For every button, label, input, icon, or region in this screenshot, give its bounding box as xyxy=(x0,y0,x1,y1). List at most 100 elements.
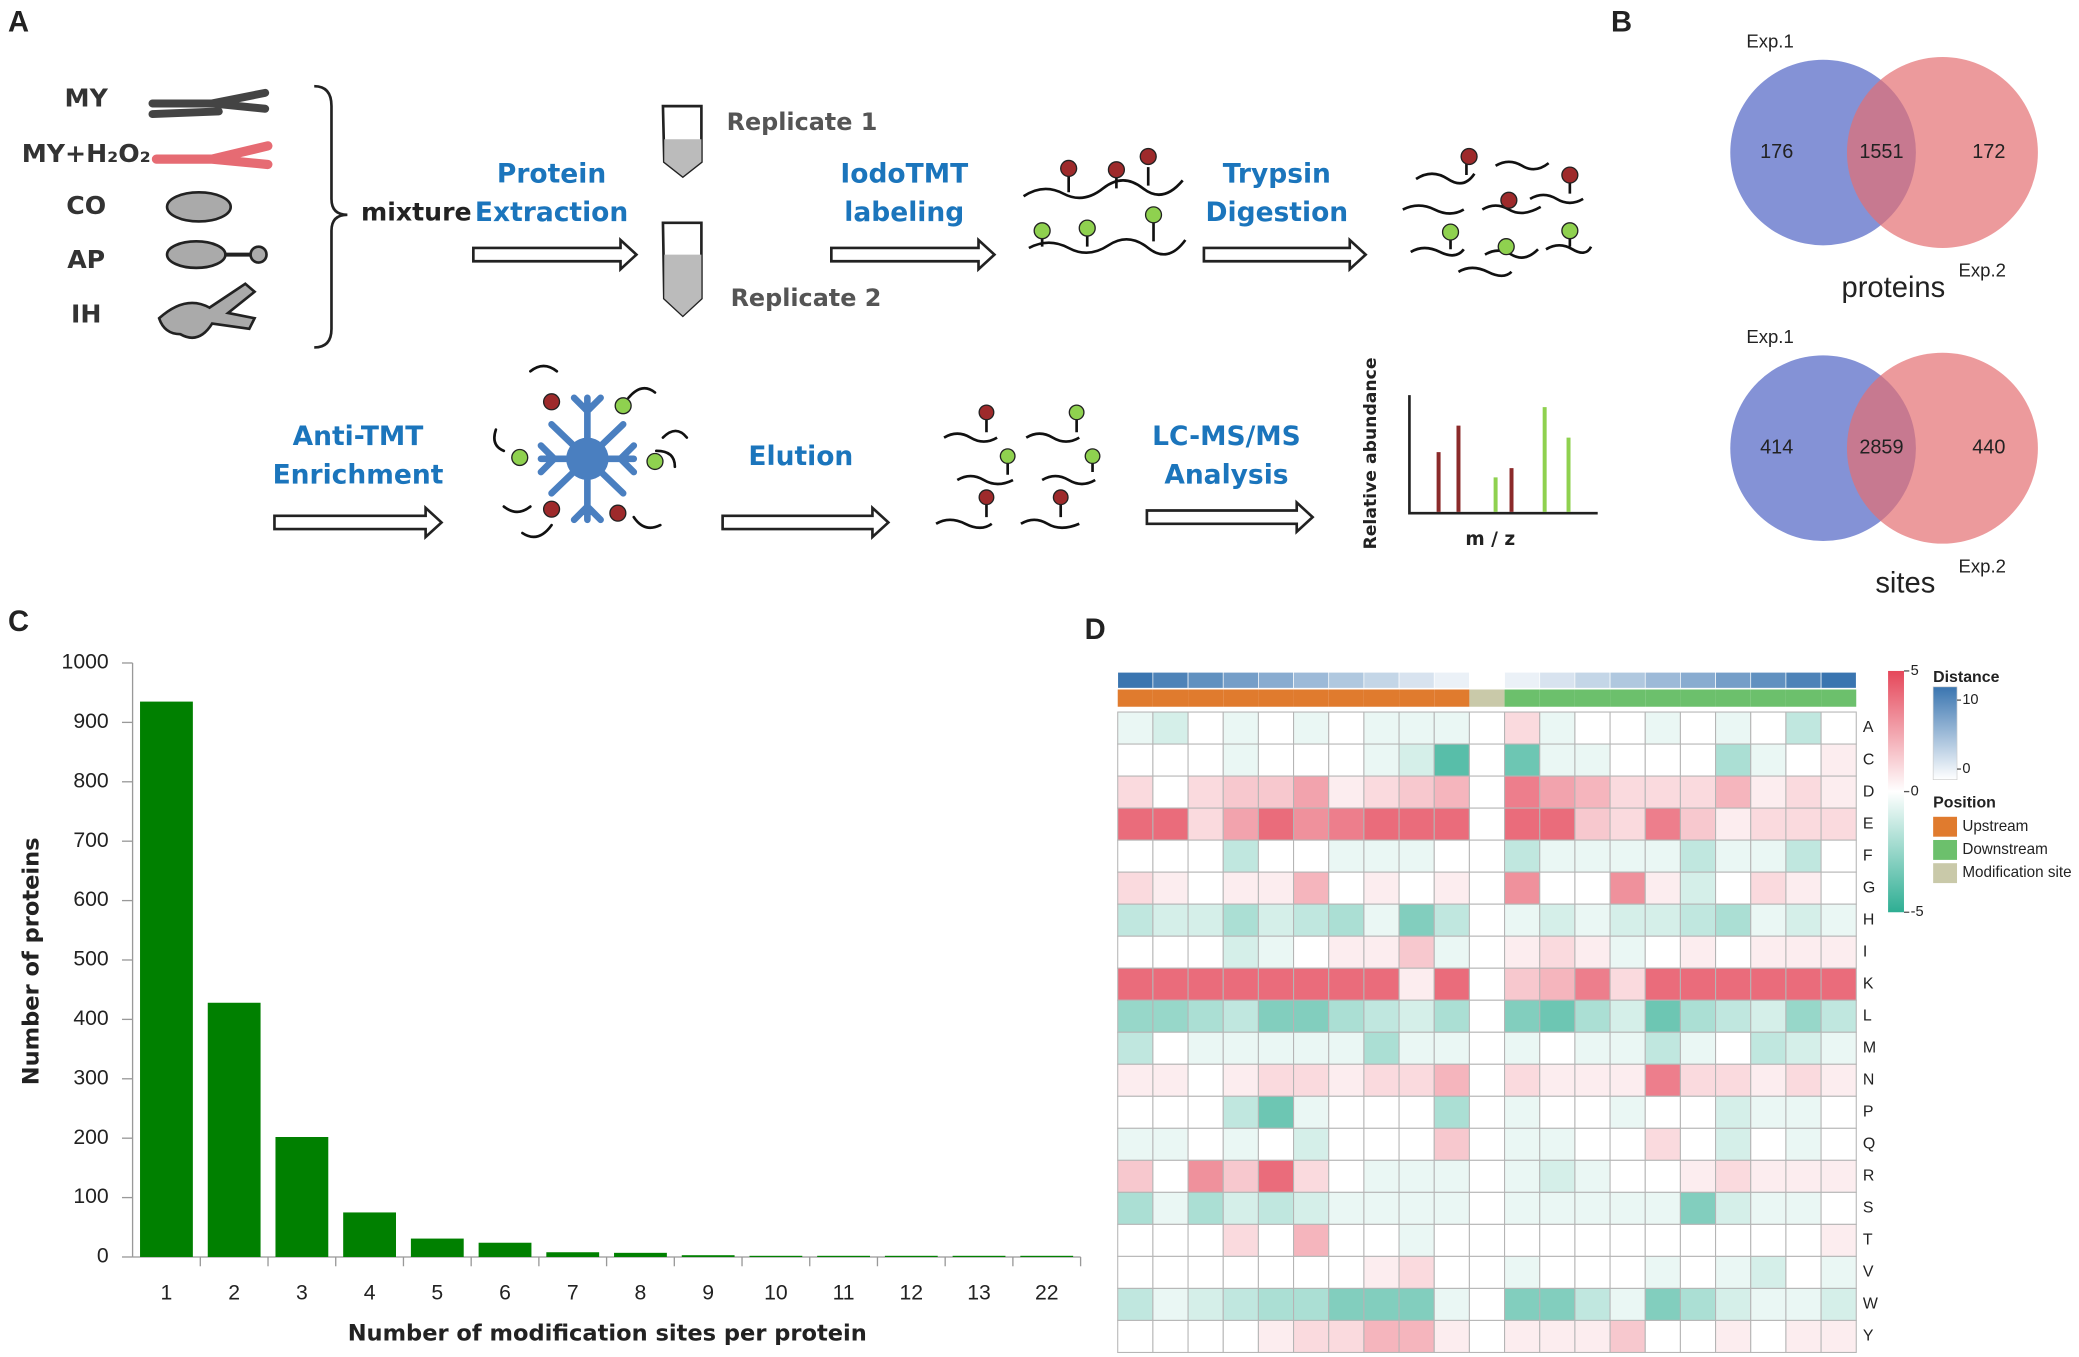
heatmap-cell xyxy=(1750,1191,1787,1225)
heatmap-cell xyxy=(1257,743,1295,777)
heatmap-cell xyxy=(1750,807,1787,841)
heatmap-cell xyxy=(1644,1063,1681,1097)
heatmap-cell xyxy=(1715,743,1752,777)
venn-set xyxy=(1846,352,2038,544)
heatmap-cell xyxy=(1152,967,1189,1001)
heatmap-cell xyxy=(1644,935,1681,969)
heatmap-cell xyxy=(1433,967,1470,1001)
heatmap-cell xyxy=(1293,1127,1330,1161)
venn-set-label: Exp.2 xyxy=(1958,260,2005,281)
heatmap-cell xyxy=(1152,871,1189,905)
heatmap-cell xyxy=(1820,871,1857,905)
heatmap-cell xyxy=(1328,807,1365,841)
heatmap-cell xyxy=(1785,935,1822,969)
heatmap-cell xyxy=(1609,999,1646,1033)
heatmap-cell xyxy=(1293,1287,1330,1321)
heatmap-cell xyxy=(1750,711,1787,745)
heatmap-cell xyxy=(1785,1159,1822,1193)
heatmap-cell xyxy=(1785,903,1822,937)
heatmap-cell xyxy=(1398,807,1435,841)
heatmap-cell xyxy=(1117,1031,1154,1065)
position-cell xyxy=(1188,689,1224,707)
heatmap-cell xyxy=(1644,1255,1681,1289)
x-tick-label: 4 xyxy=(364,1282,376,1305)
heatmap-cell xyxy=(1187,1127,1224,1161)
heatmap-cell xyxy=(1750,1127,1787,1161)
x-tick-label: 3 xyxy=(296,1282,308,1305)
step-label: Trypsin xyxy=(1223,159,1331,190)
heatmap-cell xyxy=(1187,839,1224,873)
venn-label: proteins xyxy=(1842,272,1946,304)
heatmap-cell xyxy=(1785,1319,1822,1353)
heatmap-cell xyxy=(1644,1319,1681,1353)
heatmap-cell xyxy=(1468,1031,1506,1065)
heatmap-cell xyxy=(1504,1031,1541,1065)
heatmap-cell xyxy=(1609,807,1646,841)
distance-legend xyxy=(1932,686,1958,780)
heatmap-cell xyxy=(1715,903,1752,937)
heatmap-cell xyxy=(1433,1191,1470,1225)
heatmap-cell xyxy=(1257,1159,1295,1193)
heatmap-cell xyxy=(1504,967,1541,1001)
y-tick-label: 500 xyxy=(73,948,108,971)
heatmap-cell xyxy=(1187,1159,1224,1193)
heatmap-cell xyxy=(1363,1223,1400,1257)
heatmap-cell xyxy=(1574,1191,1611,1225)
heatmap-cell xyxy=(1715,1063,1752,1097)
heatmap-cell xyxy=(1574,839,1611,873)
heatmap-cell xyxy=(1187,999,1224,1033)
heatmap-cell xyxy=(1644,839,1681,873)
position-cell xyxy=(1680,689,1716,707)
heatmap-cell xyxy=(1468,1127,1506,1161)
heatmap-cell xyxy=(1820,743,1857,777)
distance-cell xyxy=(1539,671,1576,689)
heatmap-cell xyxy=(1504,1223,1541,1257)
distance-cell xyxy=(1117,671,1154,689)
heatmap-cell xyxy=(1609,711,1646,745)
heatmap-cell xyxy=(1468,871,1506,905)
heatmap-cell xyxy=(1152,1127,1189,1161)
heatmap-cell xyxy=(1328,871,1365,905)
heatmap-cell xyxy=(1679,871,1717,905)
heatmap-cell xyxy=(1328,1255,1365,1289)
heatmap-cell xyxy=(1433,711,1470,745)
heatmap-cell xyxy=(1574,1287,1611,1321)
heatmap-cell xyxy=(1715,839,1752,873)
heatmap-cell xyxy=(1222,1287,1259,1321)
row-label: H xyxy=(1863,911,1874,928)
heatmap-cell xyxy=(1398,1063,1435,1097)
heatmap-cell xyxy=(1504,871,1541,905)
heatmap-cell xyxy=(1257,839,1295,873)
heatmap-cell xyxy=(1293,1063,1330,1097)
position-cell xyxy=(1223,689,1259,707)
heatmap-cell xyxy=(1679,999,1717,1033)
heatmap-cell xyxy=(1152,935,1189,969)
heatmap-cell xyxy=(1679,743,1717,777)
heatmap-cell xyxy=(1715,935,1752,969)
venn-label: sites xyxy=(1875,567,1935,599)
heatmap-cell xyxy=(1152,775,1189,809)
colorbar-tick-label: 0 xyxy=(1911,783,1919,799)
heatmap-cell xyxy=(1609,775,1646,809)
heatmap-cell xyxy=(1679,1063,1717,1097)
heatmap-cell xyxy=(1257,871,1295,905)
heatmap-cell xyxy=(1574,1223,1611,1257)
heatmap-cell xyxy=(1468,1063,1506,1097)
heatmap-cell xyxy=(1328,711,1365,745)
heatmap-cell xyxy=(1187,871,1224,905)
heatmap-cell xyxy=(1504,1319,1541,1353)
appressoria-icon xyxy=(165,240,227,270)
heatmap-cell xyxy=(1504,743,1541,777)
heatmap-cell xyxy=(1609,839,1646,873)
heatmap-cell xyxy=(1504,1255,1541,1289)
distance-tick-label: 0 xyxy=(1962,761,1970,777)
heatmap-cell xyxy=(1363,1159,1400,1193)
heatmap-cell xyxy=(1574,1095,1611,1129)
heatmap-cell xyxy=(1644,967,1681,1001)
heatmap-cell xyxy=(1820,999,1857,1033)
distance-cell xyxy=(1293,671,1330,689)
position-cell xyxy=(1152,689,1189,707)
heatmap-cell xyxy=(1750,743,1787,777)
heatmap-cell xyxy=(1328,1319,1365,1353)
heatmap-cell xyxy=(1433,1319,1470,1353)
